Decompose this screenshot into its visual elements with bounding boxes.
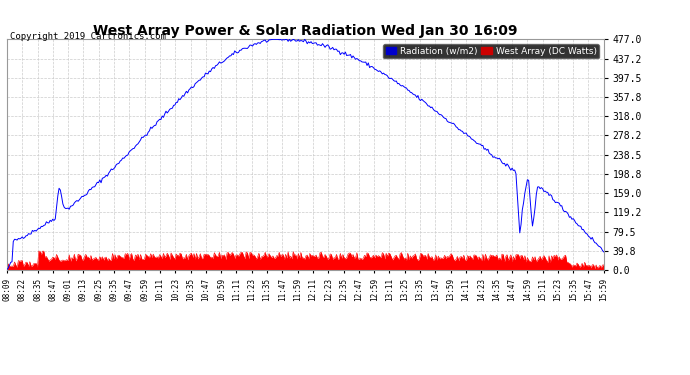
Legend: Radiation (w/m2), West Array (DC Watts): Radiation (w/m2), West Array (DC Watts)	[383, 44, 599, 58]
Text: Copyright 2019 Cartronics.com: Copyright 2019 Cartronics.com	[10, 32, 166, 41]
Title: West Array Power & Solar Radiation Wed Jan 30 16:09: West Array Power & Solar Radiation Wed J…	[93, 24, 518, 38]
